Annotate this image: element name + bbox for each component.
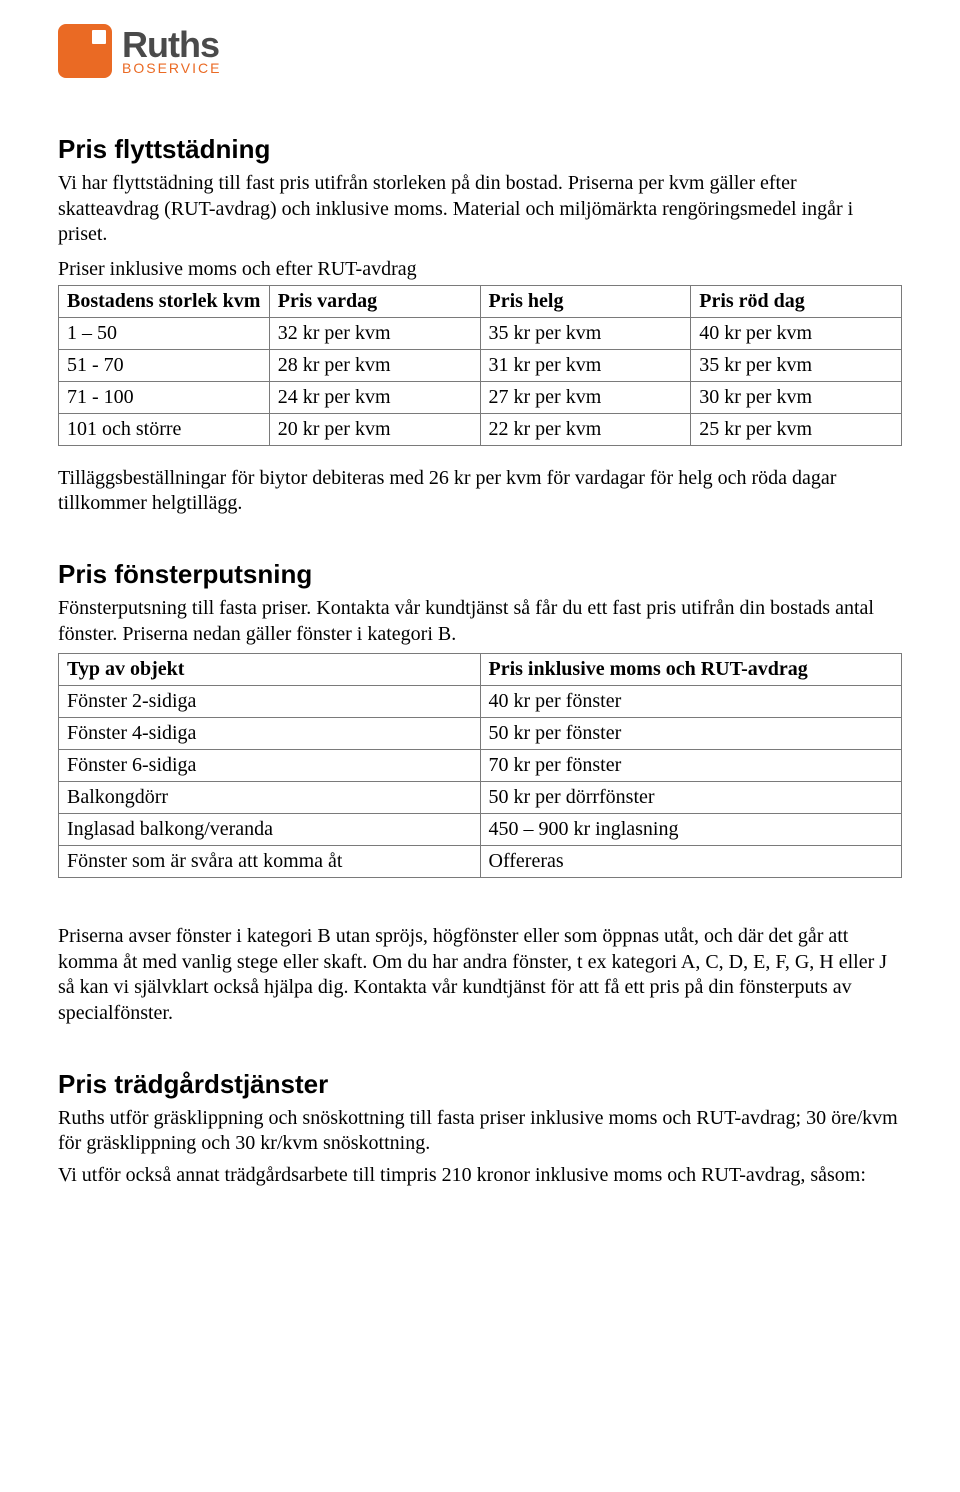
cell: 32 kr per kvm xyxy=(269,317,480,349)
logo-mark-icon xyxy=(58,24,112,78)
cell: 35 kr per kvm xyxy=(691,349,902,381)
cell: Offereras xyxy=(480,846,902,878)
table-header-row: Typ av objekt Pris inklusive moms och RU… xyxy=(59,654,902,686)
cell: Fönster 4-sidiga xyxy=(59,718,481,750)
cell: Fönster som är svåra att komma åt xyxy=(59,846,481,878)
cell: 20 kr per kvm xyxy=(269,413,480,445)
cell: 71 - 100 xyxy=(59,381,270,413)
cell: 28 kr per kvm xyxy=(269,349,480,381)
cell: Fönster 6-sidiga xyxy=(59,750,481,782)
cell: 27 kr per kvm xyxy=(480,381,691,413)
heading-fonsterputsning: Pris fönsterputsning xyxy=(58,559,902,590)
th-pris-roddag: Pris röd dag xyxy=(691,285,902,317)
logo-brand-subtitle: BOSERVICE xyxy=(122,61,221,75)
cell: 40 kr per fönster xyxy=(480,686,902,718)
paragraph-flytt-intro: Vi har flyttstädning till fast pris utif… xyxy=(58,171,902,248)
heading-tradgard: Pris trädgårdstjänster xyxy=(58,1069,902,1100)
table-row: 101 och större 20 kr per kvm 22 kr per k… xyxy=(59,413,902,445)
cell: 35 kr per kvm xyxy=(480,317,691,349)
table-row: Balkongdörr 50 kr per dörrfönster xyxy=(59,782,902,814)
cell: 450 – 900 kr inglasning xyxy=(480,814,902,846)
table-row: Fönster 2-sidiga 40 kr per fönster xyxy=(59,686,902,718)
cell: 50 kr per fönster xyxy=(480,718,902,750)
paragraph-flytt-outro: Tilläggsbeställningar för biytor debiter… xyxy=(58,466,902,517)
cell: Fönster 2-sidiga xyxy=(59,686,481,718)
logo-brand-name: Ruths xyxy=(122,27,221,63)
table-row: Inglasad balkong/veranda 450 – 900 kr in… xyxy=(59,814,902,846)
cell: 70 kr per fönster xyxy=(480,750,902,782)
cell: 1 – 50 xyxy=(59,317,270,349)
cell: 51 - 70 xyxy=(59,349,270,381)
paragraph-fonster-outro: Priserna avser fönster i kategori B utan… xyxy=(58,924,902,1026)
cell: 31 kr per kvm xyxy=(480,349,691,381)
table-row: 1 – 50 32 kr per kvm 35 kr per kvm 40 kr… xyxy=(59,317,902,349)
th-typ-objekt: Typ av objekt xyxy=(59,654,481,686)
th-bostad-storlek: Bostadens storlek kvm xyxy=(59,285,270,317)
table-row: 51 - 70 28 kr per kvm 31 kr per kvm 35 k… xyxy=(59,349,902,381)
paragraph-tradgard-1: Ruths utför gräsklippning och snöskottni… xyxy=(58,1106,902,1157)
table-flyttstadning: Bostadens storlek kvm Pris vardag Pris h… xyxy=(58,285,902,446)
th-pris-vardag: Pris vardag xyxy=(269,285,480,317)
cell: 40 kr per kvm xyxy=(691,317,902,349)
th-pris-rut: Pris inklusive moms och RUT-avdrag xyxy=(480,654,902,686)
cell: 50 kr per dörrfönster xyxy=(480,782,902,814)
paragraph-tradgard-2: Vi utför också annat trädgårdsarbete til… xyxy=(58,1163,902,1189)
table-row: Fönster 4-sidiga 50 kr per fönster xyxy=(59,718,902,750)
table-fonsterputsning: Typ av objekt Pris inklusive moms och RU… xyxy=(58,653,902,878)
heading-flyttstadning: Pris flyttstädning xyxy=(58,134,902,165)
cell: 30 kr per kvm xyxy=(691,381,902,413)
table-row: Fönster 6-sidiga 70 kr per fönster xyxy=(59,750,902,782)
cell: 25 kr per kvm xyxy=(691,413,902,445)
cell: Inglasad balkong/veranda xyxy=(59,814,481,846)
table-caption-flytt: Priser inklusive moms och efter RUT-avdr… xyxy=(58,258,902,281)
th-pris-helg: Pris helg xyxy=(480,285,691,317)
cell: 22 kr per kvm xyxy=(480,413,691,445)
cell: Balkongdörr xyxy=(59,782,481,814)
table-row: 71 - 100 24 kr per kvm 27 kr per kvm 30 … xyxy=(59,381,902,413)
paragraph-fonster-intro: Fönsterputsning till fasta priser. Konta… xyxy=(58,596,902,647)
logo-text: Ruths BOSERVICE xyxy=(122,27,221,75)
table-row: Fönster som är svåra att komma åt Offere… xyxy=(59,846,902,878)
document-page: Ruths BOSERVICE Pris flyttstädning Vi ha… xyxy=(0,0,960,1254)
cell: 101 och större xyxy=(59,413,270,445)
cell: 24 kr per kvm xyxy=(269,381,480,413)
logo: Ruths BOSERVICE xyxy=(58,24,902,78)
table-header-row: Bostadens storlek kvm Pris vardag Pris h… xyxy=(59,285,902,317)
